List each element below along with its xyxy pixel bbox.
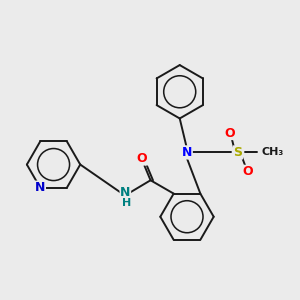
Text: N: N: [182, 146, 192, 159]
Text: N: N: [120, 186, 130, 199]
Text: O: O: [224, 127, 235, 140]
Text: CH₃: CH₃: [261, 147, 283, 158]
Text: O: O: [242, 165, 253, 178]
Text: H: H: [122, 198, 131, 208]
Text: N: N: [35, 181, 45, 194]
Text: S: S: [233, 146, 242, 159]
Text: O: O: [137, 152, 147, 165]
